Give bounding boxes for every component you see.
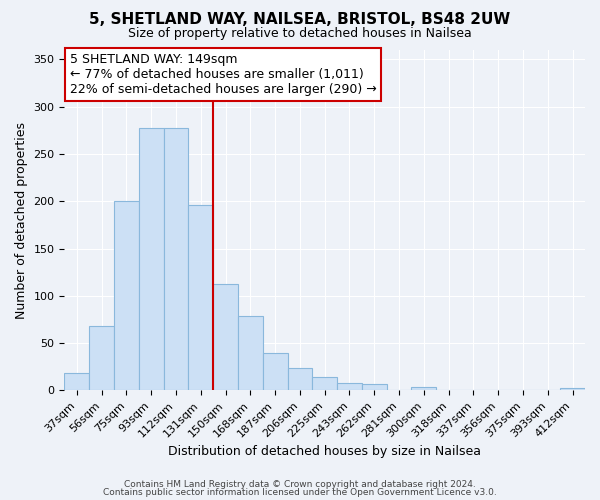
Y-axis label: Number of detached properties: Number of detached properties	[15, 122, 28, 318]
Bar	[213, 284, 238, 391]
Text: 5, SHETLAND WAY, NAILSEA, BRISTOL, BS48 2UW: 5, SHETLAND WAY, NAILSEA, BRISTOL, BS48 …	[89, 12, 511, 28]
Text: Contains HM Land Registry data © Crown copyright and database right 2024.: Contains HM Land Registry data © Crown c…	[124, 480, 476, 489]
Bar	[139, 128, 164, 390]
Bar	[64, 374, 89, 390]
Bar	[313, 377, 337, 390]
Bar	[263, 352, 287, 391]
Bar	[337, 383, 362, 390]
Bar	[164, 128, 188, 390]
Bar	[238, 316, 263, 390]
Bar	[362, 384, 386, 390]
Bar	[287, 368, 313, 390]
Bar	[560, 388, 585, 390]
Bar	[114, 202, 139, 390]
Bar	[188, 205, 213, 390]
Text: Contains public sector information licensed under the Open Government Licence v3: Contains public sector information licen…	[103, 488, 497, 497]
Text: 5 SHETLAND WAY: 149sqm
← 77% of detached houses are smaller (1,011)
22% of semi-: 5 SHETLAND WAY: 149sqm ← 77% of detached…	[70, 54, 376, 96]
Bar	[89, 326, 114, 390]
Bar	[412, 388, 436, 390]
Text: Size of property relative to detached houses in Nailsea: Size of property relative to detached ho…	[128, 28, 472, 40]
X-axis label: Distribution of detached houses by size in Nailsea: Distribution of detached houses by size …	[168, 444, 481, 458]
